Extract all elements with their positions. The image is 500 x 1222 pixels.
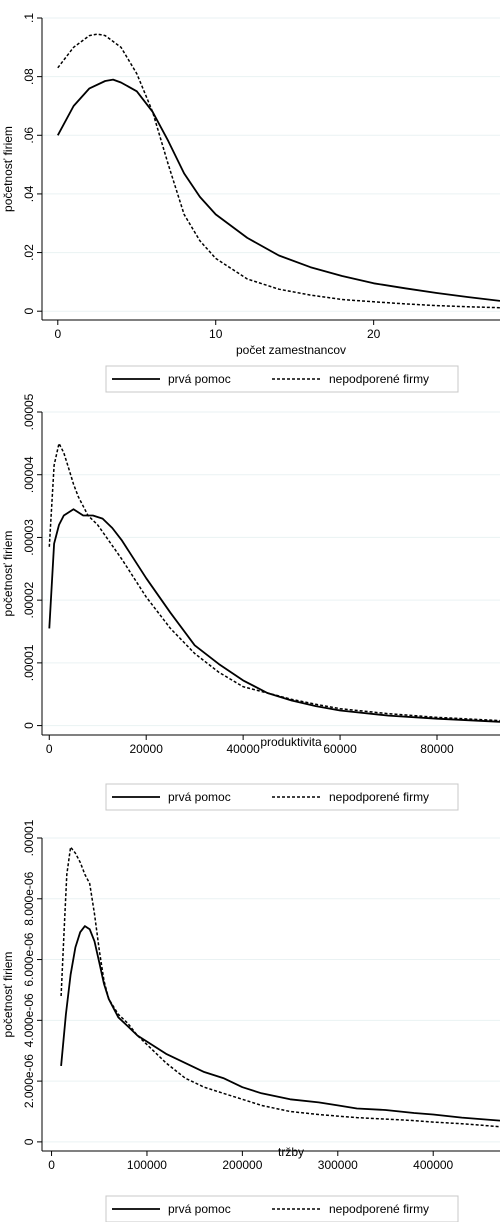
legend: prvá pomoc nepodporené firmy [105, 783, 459, 811]
x-axis-title: počet zamestnancov [236, 343, 346, 357]
series-line-prva-pomoc [57, 78, 500, 302]
y-tick-label: .00001 [22, 644, 36, 681]
x-tick-label: 300000 [318, 1158, 358, 1172]
x-axis-title: tržby [278, 1145, 304, 1159]
x-tick-label: 60000 [323, 742, 357, 756]
y-axis-title: početnosť firiem [1, 952, 15, 1038]
legend-label: prvá pomoc [168, 372, 231, 386]
x-tick-label: 20000 [130, 742, 164, 756]
x-tick-label: 10 [209, 327, 223, 341]
y-tick-label: 2.000e-06 [22, 1054, 36, 1108]
legend: prvá pomoc nepodporené firmy [105, 1195, 459, 1222]
x-tick-label: 200000 [222, 1158, 262, 1172]
legend-label: nepodporené firmy [329, 1202, 429, 1216]
y-tick-label: 0 [22, 308, 36, 315]
y-tick-label: .04 [22, 185, 36, 202]
legend-label: prvá pomoc [168, 1202, 231, 1216]
y-tick-label: .00001 [22, 819, 36, 856]
x-tick-label: 40000 [226, 742, 260, 756]
series-line-nepodporene-firmy [57, 33, 500, 309]
y-axis-title: početnosť firiem [1, 531, 15, 617]
chart-3: 0 2.000e-06 4.000e-06 6.000e-06 8.000e-06 .00… [1, 819, 500, 1222]
legend-label: nepodporené firmy [329, 372, 429, 386]
y-tick-label: .06 [22, 127, 36, 144]
series-line-prva-pomoc [48, 508, 500, 723]
y-tick-label: .00002 [22, 581, 36, 618]
series-line-prva-pomoc [60, 925, 500, 1122]
x-tick-label: 400000 [413, 1158, 453, 1172]
legend-label: prvá pomoc [168, 790, 231, 804]
x-tick-label: 0 [48, 1158, 55, 1172]
x-axis-title: produktivita [260, 735, 322, 749]
chart-1: 0 .02 .04 .06 .08 .1 0 10 20 počet zamestnancov po… [1, 13, 500, 393]
y-tick-label: 4.000e-06 [22, 993, 36, 1047]
chart-2: 0 .00001 .00002 .00003 .00004 .00005 0 20000 400… [1, 393, 500, 811]
series-line-nepodporene-firmy [60, 846, 500, 1128]
y-tick-label: .1 [22, 13, 36, 23]
x-tick-label: 20 [367, 327, 381, 341]
y-tick-label: .00003 [22, 519, 36, 556]
series-line-nepodporene-firmy [48, 442, 500, 722]
y-axis-title: početnosť firiem [1, 126, 15, 212]
x-tick-label: 0 [54, 327, 61, 341]
y-tick-label: .00005 [22, 393, 36, 430]
y-tick-label: .08 [22, 68, 36, 85]
y-tick-label: .02 [22, 244, 36, 261]
y-tick-label: 0 [22, 722, 36, 729]
y-tick-label: .00004 [22, 456, 36, 493]
y-tick-label: 6.000e-06 [22, 932, 36, 986]
x-tick-label: 0 [46, 742, 53, 756]
y-tick-label: 0 [22, 1138, 36, 1145]
y-tick-label: 8.000e-06 [22, 871, 36, 925]
x-tick-label: 100000 [127, 1158, 167, 1172]
legend-label: nepodporené firmy [329, 790, 429, 804]
x-tick-label: 80000 [420, 742, 454, 756]
legend: prvá pomoc nepodporené firmy [105, 365, 459, 393]
